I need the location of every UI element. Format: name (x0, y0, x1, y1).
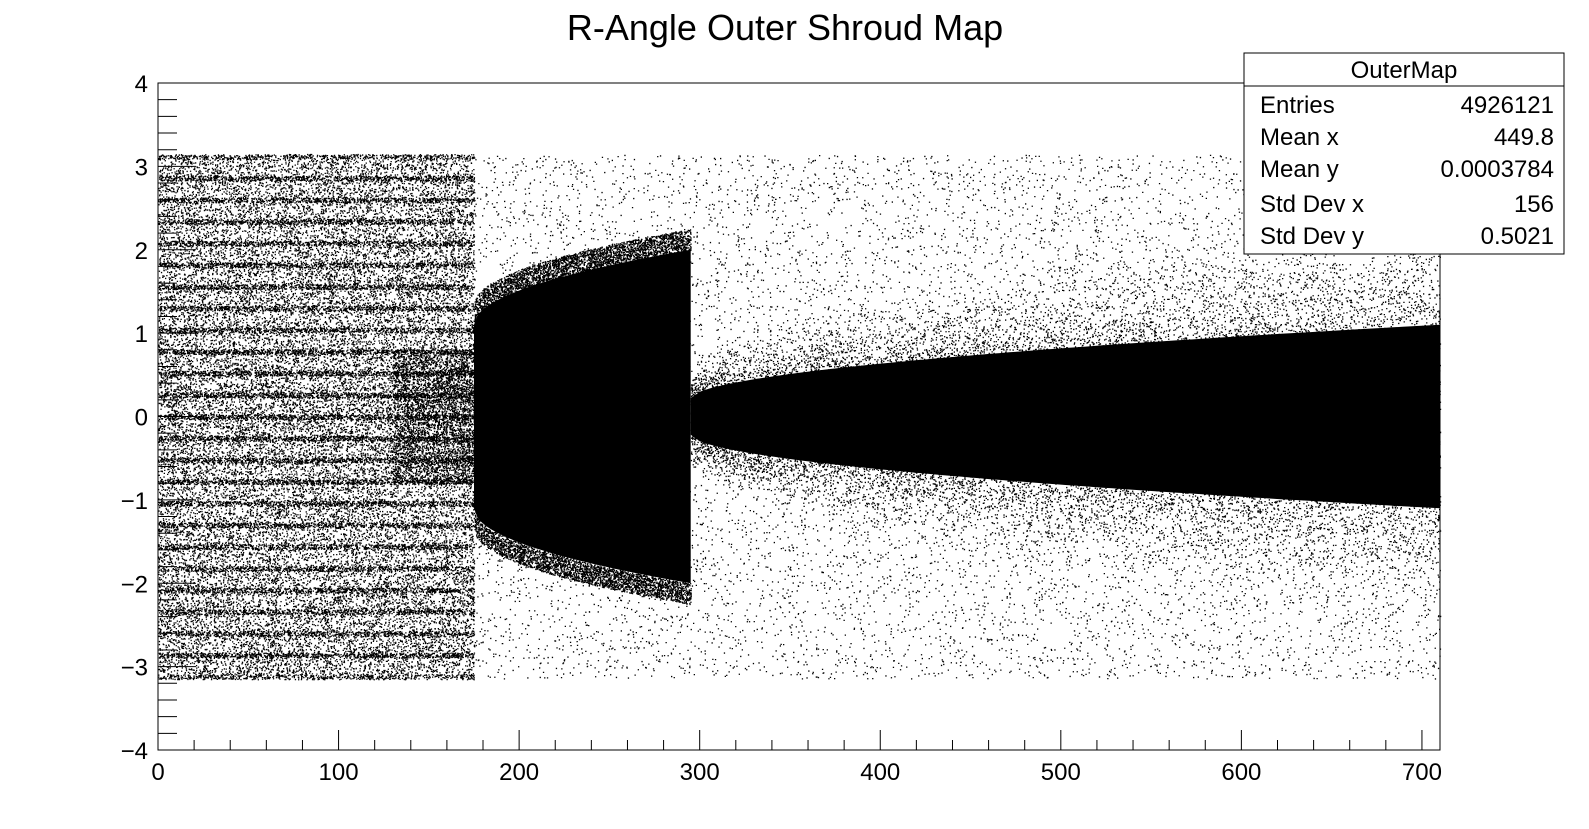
stats-box: OuterMap Entries 4926121 Mean x 449.8 Mean y… (1243, 52, 1565, 255)
y-tick-label: 1 (135, 321, 148, 348)
x-tick-label: 100 (319, 759, 359, 786)
y-tick-label: −2 (121, 571, 148, 598)
y-tick-label: 4 (135, 71, 148, 98)
x-tick-label: 300 (680, 759, 720, 786)
stats-row-value: 4926121 (1461, 92, 1554, 119)
dense-region-right (690, 324, 1440, 509)
y-tick-label: 0 (135, 405, 148, 432)
x-tick-label: 600 (1221, 759, 1261, 786)
stats-rows: Entries 4926121 Mean x 449.8 Mean y 0.0003784… (1260, 92, 1554, 250)
x-tick-label: 0 (151, 759, 164, 786)
stats-row-value: 0.5021 (1481, 223, 1554, 250)
chart-title: R-Angle Outer Shroud Map (567, 7, 1003, 48)
stats-row-value: 449.8 (1494, 124, 1554, 151)
y-tick-label: 3 (135, 154, 148, 181)
y-tick-label: 2 (135, 238, 148, 265)
y-tick-label: −4 (121, 738, 148, 765)
stats-row-label: Std Dev y (1260, 223, 1364, 250)
stats-row-value: 0.0003784 (1441, 156, 1554, 183)
stats-row-label: Mean x (1260, 124, 1339, 151)
y-tick-label: −3 (121, 655, 148, 682)
stats-box-title: OuterMap (1351, 57, 1458, 84)
stats-row-label: Entries (1260, 92, 1335, 119)
x-tick-label: 400 (860, 759, 900, 786)
dense-region-middle (474, 249, 691, 584)
x-tick-label: 500 (1041, 759, 1081, 786)
scatter-points (158, 153, 1442, 681)
stats-row-label: Std Dev x (1260, 191, 1364, 218)
y-tick-label: −1 (121, 488, 148, 515)
x-tick-label: 200 (499, 759, 539, 786)
axes: 0 100 200 300 400 500 600 700 −4 −3 −2 −1 0 1 2 3 4 (121, 71, 1442, 786)
stats-row-label: Mean y (1260, 156, 1339, 183)
stats-row-value: 156 (1514, 191, 1554, 218)
x-tick-label: 700 (1402, 759, 1442, 786)
